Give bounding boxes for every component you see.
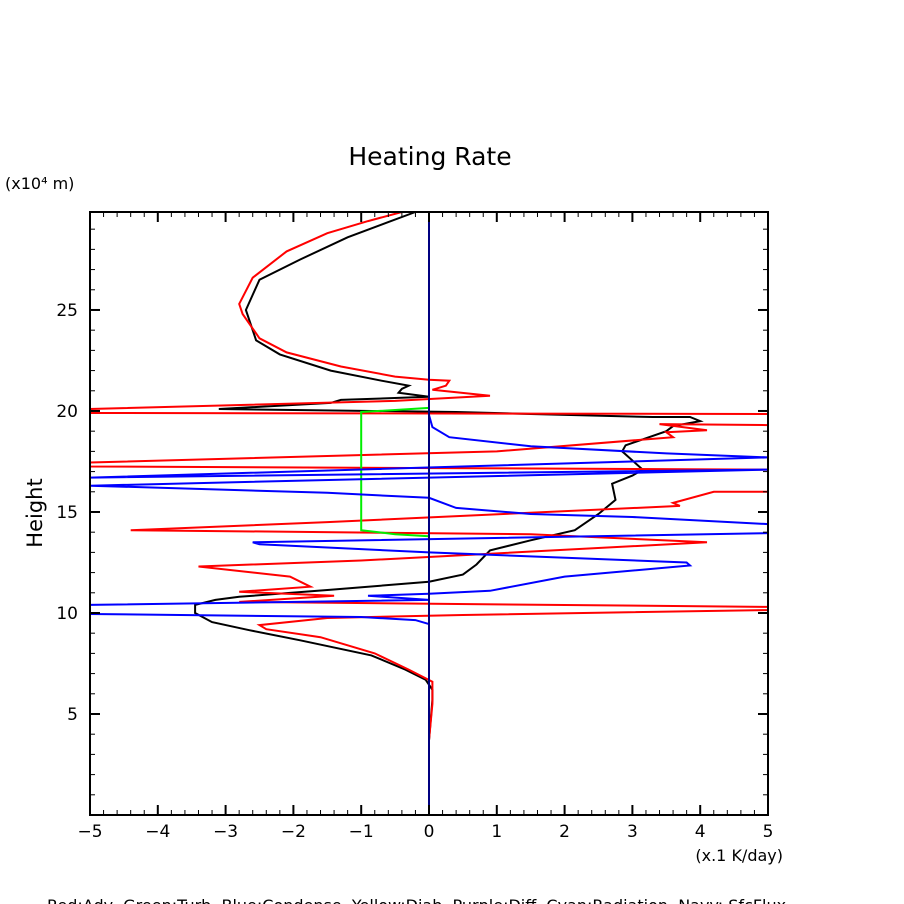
axis-layer: −5 −4 −3 −2 −1 0 1 2 3 4 5 5 10 15 20 25 bbox=[56, 211, 774, 842]
x-tick-label: 1 bbox=[491, 822, 502, 842]
y-tick-label: 20 bbox=[56, 402, 78, 422]
x-tick-label: −4 bbox=[145, 822, 170, 842]
y-tick-label: 5 bbox=[67, 705, 78, 725]
x-unit-label: (x.1 K/day) bbox=[695, 846, 783, 865]
x-tick-label: 3 bbox=[627, 822, 638, 842]
x-tick-label: 0 bbox=[424, 822, 435, 842]
x-tick-label: 5 bbox=[763, 822, 774, 842]
y-axis-label: Height bbox=[23, 478, 47, 547]
series-line-turb bbox=[360, 406, 430, 538]
x-tick-label: −5 bbox=[77, 822, 102, 842]
x-tick-label: 4 bbox=[695, 822, 706, 842]
y-unit-label: (x10⁴ m) bbox=[5, 174, 74, 193]
x-tick-label: 2 bbox=[559, 822, 570, 842]
legend-text: Red:Adv Green:Turb Blue:Condense Yellow:… bbox=[47, 896, 786, 904]
y-tick-label: 25 bbox=[56, 301, 78, 321]
chart-title: Heating Rate bbox=[348, 142, 511, 171]
y-tick-label: 10 bbox=[56, 604, 78, 624]
series-layer bbox=[89, 211, 769, 815]
x-tick-label: −2 bbox=[281, 822, 306, 842]
x-tick-label: −1 bbox=[349, 822, 374, 842]
x-tick-label: −3 bbox=[213, 822, 238, 842]
y-tick-label: 15 bbox=[56, 503, 78, 523]
